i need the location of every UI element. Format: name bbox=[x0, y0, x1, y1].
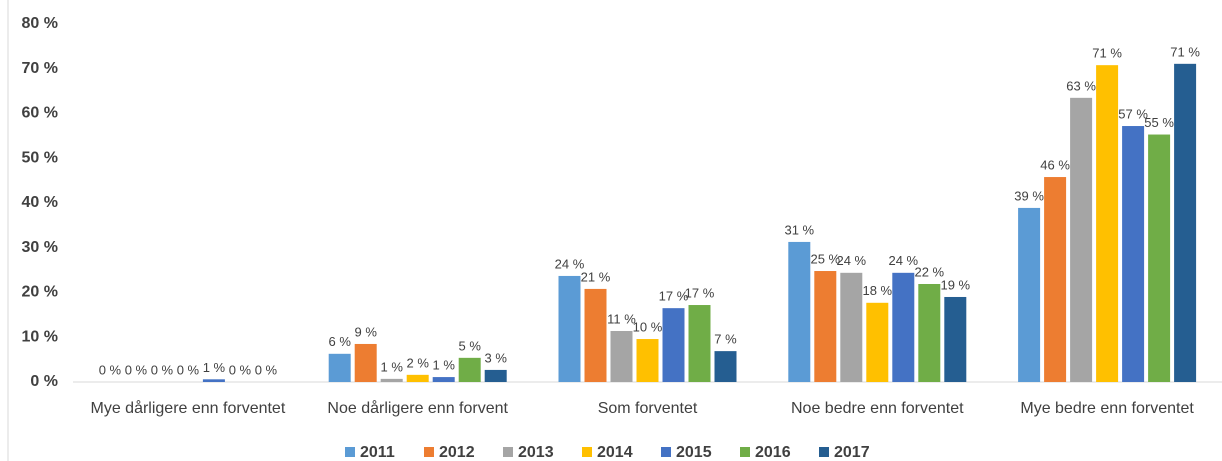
data-label: 0 % bbox=[177, 362, 200, 377]
bar bbox=[584, 288, 607, 382]
bar bbox=[944, 296, 967, 382]
data-label: 11 % bbox=[607, 311, 636, 326]
bar bbox=[714, 351, 737, 382]
data-label: 0 % bbox=[229, 362, 252, 377]
data-label: 5 % bbox=[458, 338, 481, 353]
data-label: 3 % bbox=[484, 350, 507, 365]
data-label: 46 % bbox=[1040, 157, 1070, 172]
bar bbox=[432, 377, 455, 382]
bar bbox=[354, 343, 377, 382]
y-tick-label: 70 % bbox=[22, 60, 58, 77]
x-tick-label: Som forventet bbox=[597, 400, 698, 417]
data-label: 0 % bbox=[99, 362, 122, 377]
legend-swatch bbox=[582, 447, 592, 457]
bar bbox=[202, 379, 225, 382]
data-label: 0 % bbox=[151, 362, 174, 377]
data-label: 0 % bbox=[125, 362, 148, 377]
data-label: 24 % bbox=[888, 253, 918, 268]
data-label: 1 % bbox=[380, 359, 403, 374]
y-tick-label: 80 % bbox=[22, 15, 58, 32]
y-tick-label: 40 % bbox=[22, 194, 58, 211]
data-label: 31 % bbox=[784, 222, 814, 237]
y-tick-label: 30 % bbox=[22, 239, 58, 256]
data-label: 39 % bbox=[1014, 188, 1044, 203]
bar bbox=[1148, 134, 1171, 382]
y-tick-label: 10 % bbox=[22, 328, 58, 345]
data-label: 9 % bbox=[354, 324, 377, 339]
bar bbox=[788, 241, 811, 382]
bar bbox=[406, 374, 429, 382]
data-label: 24 % bbox=[836, 253, 866, 268]
bar bbox=[636, 339, 659, 382]
data-label: 25 % bbox=[810, 251, 840, 266]
bar bbox=[610, 330, 633, 382]
legend-label: 2015 bbox=[676, 444, 712, 461]
bar bbox=[866, 302, 889, 382]
bar bbox=[918, 283, 941, 382]
legend-swatch bbox=[345, 447, 355, 457]
legend-swatch bbox=[819, 447, 829, 457]
bar bbox=[662, 308, 685, 382]
y-tick-label: 20 % bbox=[22, 284, 58, 301]
data-label: 10 % bbox=[633, 319, 663, 334]
bar bbox=[1044, 177, 1067, 382]
bar bbox=[484, 369, 507, 382]
x-tick-label: Noe dårligere enn forvent bbox=[327, 400, 508, 417]
legend-label: 2012 bbox=[439, 444, 475, 461]
bar bbox=[814, 271, 837, 382]
bar bbox=[1174, 63, 1197, 382]
legend-label: 2017 bbox=[834, 444, 870, 461]
data-label: 22 % bbox=[914, 264, 944, 279]
data-label: 17 % bbox=[685, 285, 715, 300]
legend-label: 2014 bbox=[597, 444, 633, 461]
legend-label: 2016 bbox=[755, 444, 791, 461]
bar bbox=[1096, 65, 1119, 383]
data-label: 1 % bbox=[432, 358, 455, 373]
data-label: 17 % bbox=[659, 289, 689, 304]
data-label: 57 % bbox=[1118, 106, 1148, 121]
data-label: 55 % bbox=[1144, 115, 1174, 130]
x-tick-label: Mye dårligere enn forventet bbox=[90, 400, 286, 417]
bar bbox=[688, 305, 711, 382]
bar bbox=[558, 275, 581, 382]
x-tick-label: Mye bedre enn forventet bbox=[1020, 400, 1194, 417]
bar bbox=[328, 353, 351, 382]
data-label: 71 % bbox=[1092, 46, 1122, 61]
data-label: 0 % bbox=[255, 362, 278, 377]
legend-swatch bbox=[424, 447, 434, 457]
bar bbox=[892, 272, 915, 382]
y-tick-label: 0 % bbox=[30, 373, 58, 390]
data-label: 21 % bbox=[581, 269, 611, 284]
x-tick-label: Noe bedre enn forventet bbox=[791, 400, 964, 417]
bar bbox=[458, 357, 481, 382]
legend-label: 2013 bbox=[518, 444, 554, 461]
bar bbox=[1070, 97, 1093, 383]
bar bbox=[1018, 207, 1041, 382]
data-label: 24 % bbox=[555, 256, 585, 271]
bar bbox=[380, 378, 403, 382]
data-label: 63 % bbox=[1066, 78, 1096, 93]
legend-swatch bbox=[503, 447, 513, 457]
data-label: 18 % bbox=[862, 283, 892, 298]
y-tick-label: 50 % bbox=[22, 149, 58, 166]
data-label: 19 % bbox=[940, 277, 970, 292]
data-label: 7 % bbox=[714, 332, 737, 347]
y-tick-label: 60 % bbox=[22, 105, 58, 122]
legend-label: 2011 bbox=[360, 444, 395, 461]
data-label: 71 % bbox=[1170, 44, 1200, 59]
data-label: 6 % bbox=[328, 334, 351, 349]
bar bbox=[1122, 126, 1145, 382]
data-label: 1 % bbox=[203, 360, 226, 375]
bar bbox=[840, 272, 863, 382]
legend-swatch bbox=[661, 447, 671, 457]
data-label: 2 % bbox=[406, 355, 429, 370]
legend-swatch bbox=[740, 447, 750, 457]
